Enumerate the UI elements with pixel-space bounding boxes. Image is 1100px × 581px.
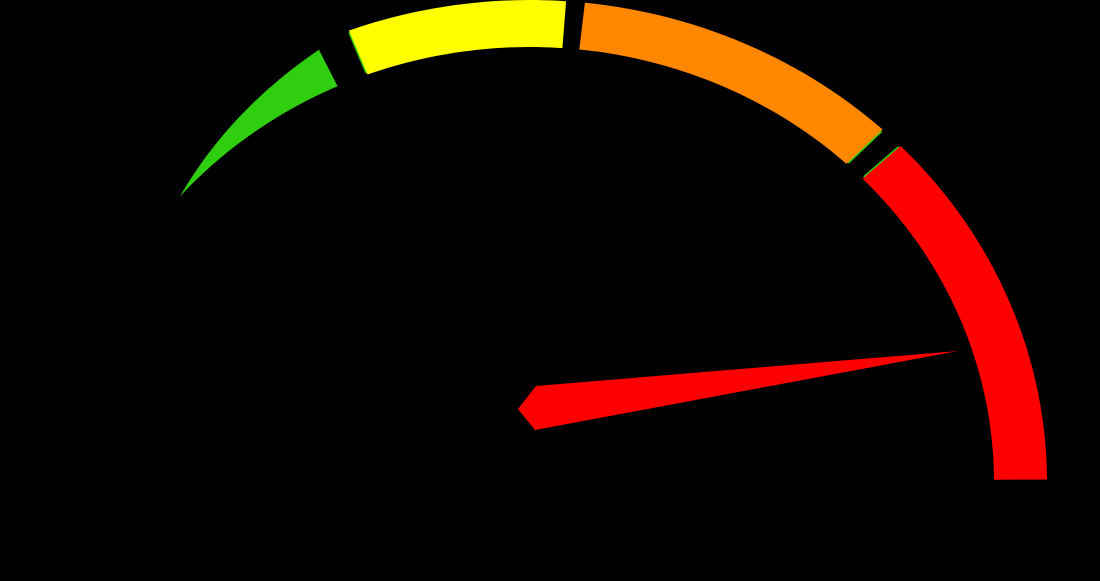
gauge-zone-orange	[579, 2, 883, 164]
gauge-zone-green	[179, 49, 338, 197]
gauge-zone-yellow	[348, 0, 567, 75]
gauge-zone-arcs	[179, 0, 1047, 480]
gauge-zone-red	[862, 146, 1047, 480]
gauge-needle	[518, 351, 958, 430]
